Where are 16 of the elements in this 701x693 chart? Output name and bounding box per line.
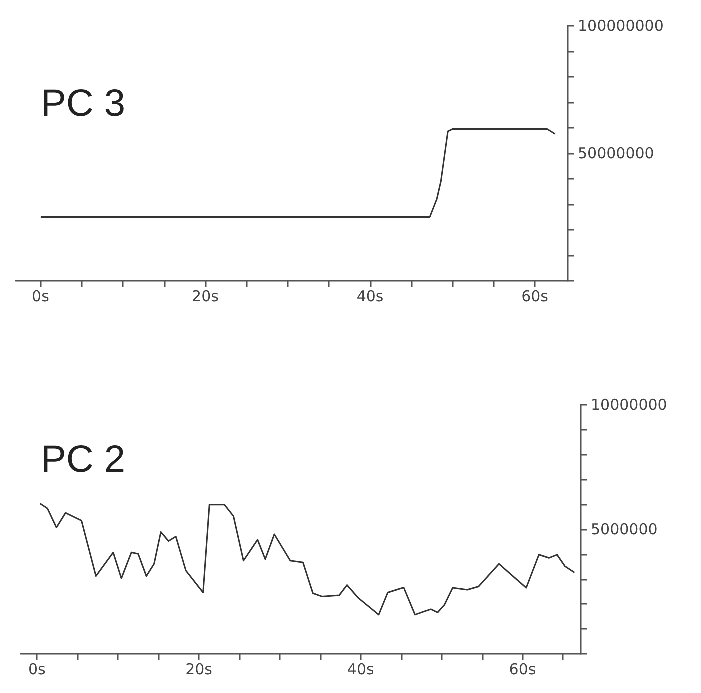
x-tick-label: 20s <box>192 288 220 306</box>
x-tick-label: 40s <box>356 288 384 306</box>
x-tick-label: 40s <box>347 660 375 678</box>
x-tick-label: 60s <box>522 288 549 306</box>
x-tick-label: 0s <box>32 288 50 306</box>
x-tick-label: 0s <box>28 660 46 678</box>
text: PC 3 <box>41 83 126 125</box>
y-tick-label: 5000000 <box>591 520 658 538</box>
line-series <box>40 503 575 616</box>
x-tick-label: 20s <box>186 660 213 678</box>
text: PC 2 <box>41 439 126 481</box>
line-series <box>40 128 556 218</box>
y-tick-label: 10000000 <box>591 396 668 414</box>
y-tick-label: 50000000 <box>578 144 654 162</box>
y-tick-label: 100000000 <box>578 17 664 35</box>
x-tick-label: 60s <box>509 660 536 678</box>
